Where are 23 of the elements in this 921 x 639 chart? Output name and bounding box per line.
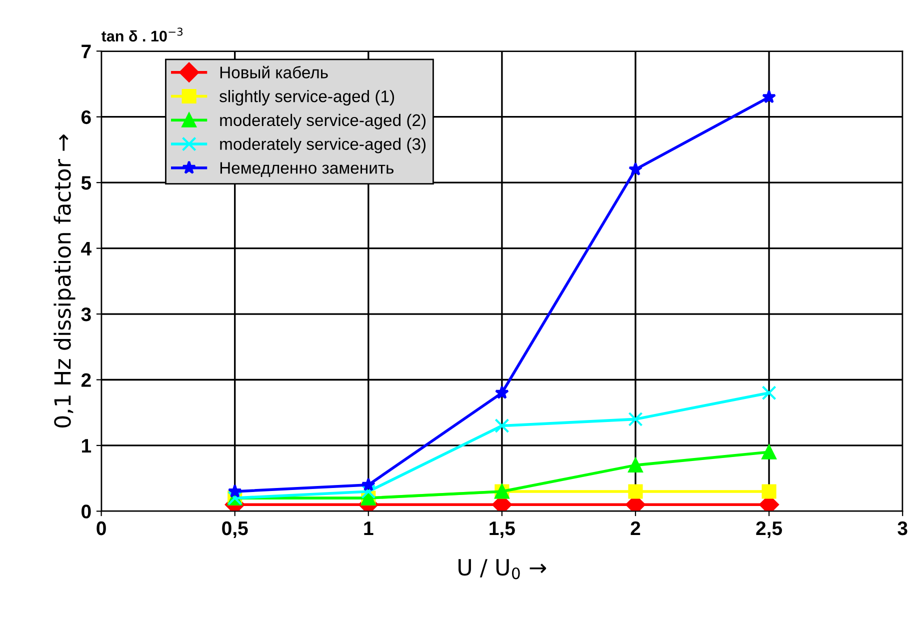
text: tan δ . 10$^{−3}$ <box>101 28 183 42</box>
x-axis-title: U / U$_{0}$ → <box>458 559 546 580</box>
x-tick-label: 0,5 <box>222 521 248 538</box>
y-tick-label: 6 <box>81 110 91 124</box>
x-tick-label: 0 <box>96 521 106 536</box>
y-tick-label: 1 <box>82 439 92 453</box>
y-tick-label: 0 <box>82 504 91 518</box>
legend-label: Новый кабель <box>220 66 328 78</box>
legend-label: slightly service-aged (1) <box>220 90 394 106</box>
y-axis-title: 0,1 Hz dissipation factor → <box>54 134 76 428</box>
y-tick-label: 7 <box>82 44 91 58</box>
x-tick-label: 1 <box>364 522 374 536</box>
x-tick-label: 3 <box>898 521 908 536</box>
x-tick-label: 2,5 <box>756 521 782 538</box>
y-tick-label: 5 <box>81 176 92 190</box>
legend-label: Немедленно заменить <box>220 162 394 177</box>
x-tick-label: 1,5 <box>490 522 515 538</box>
y-tick-label: 4 <box>81 242 92 256</box>
legend-label: moderately service-aged (2) <box>220 114 426 130</box>
x-tick-label: 2 <box>630 521 640 536</box>
y-tick-label: 3 <box>81 307 91 322</box>
y-tick-label: 2 <box>81 373 91 387</box>
legend-label: moderately service-aged (3) <box>220 138 426 154</box>
